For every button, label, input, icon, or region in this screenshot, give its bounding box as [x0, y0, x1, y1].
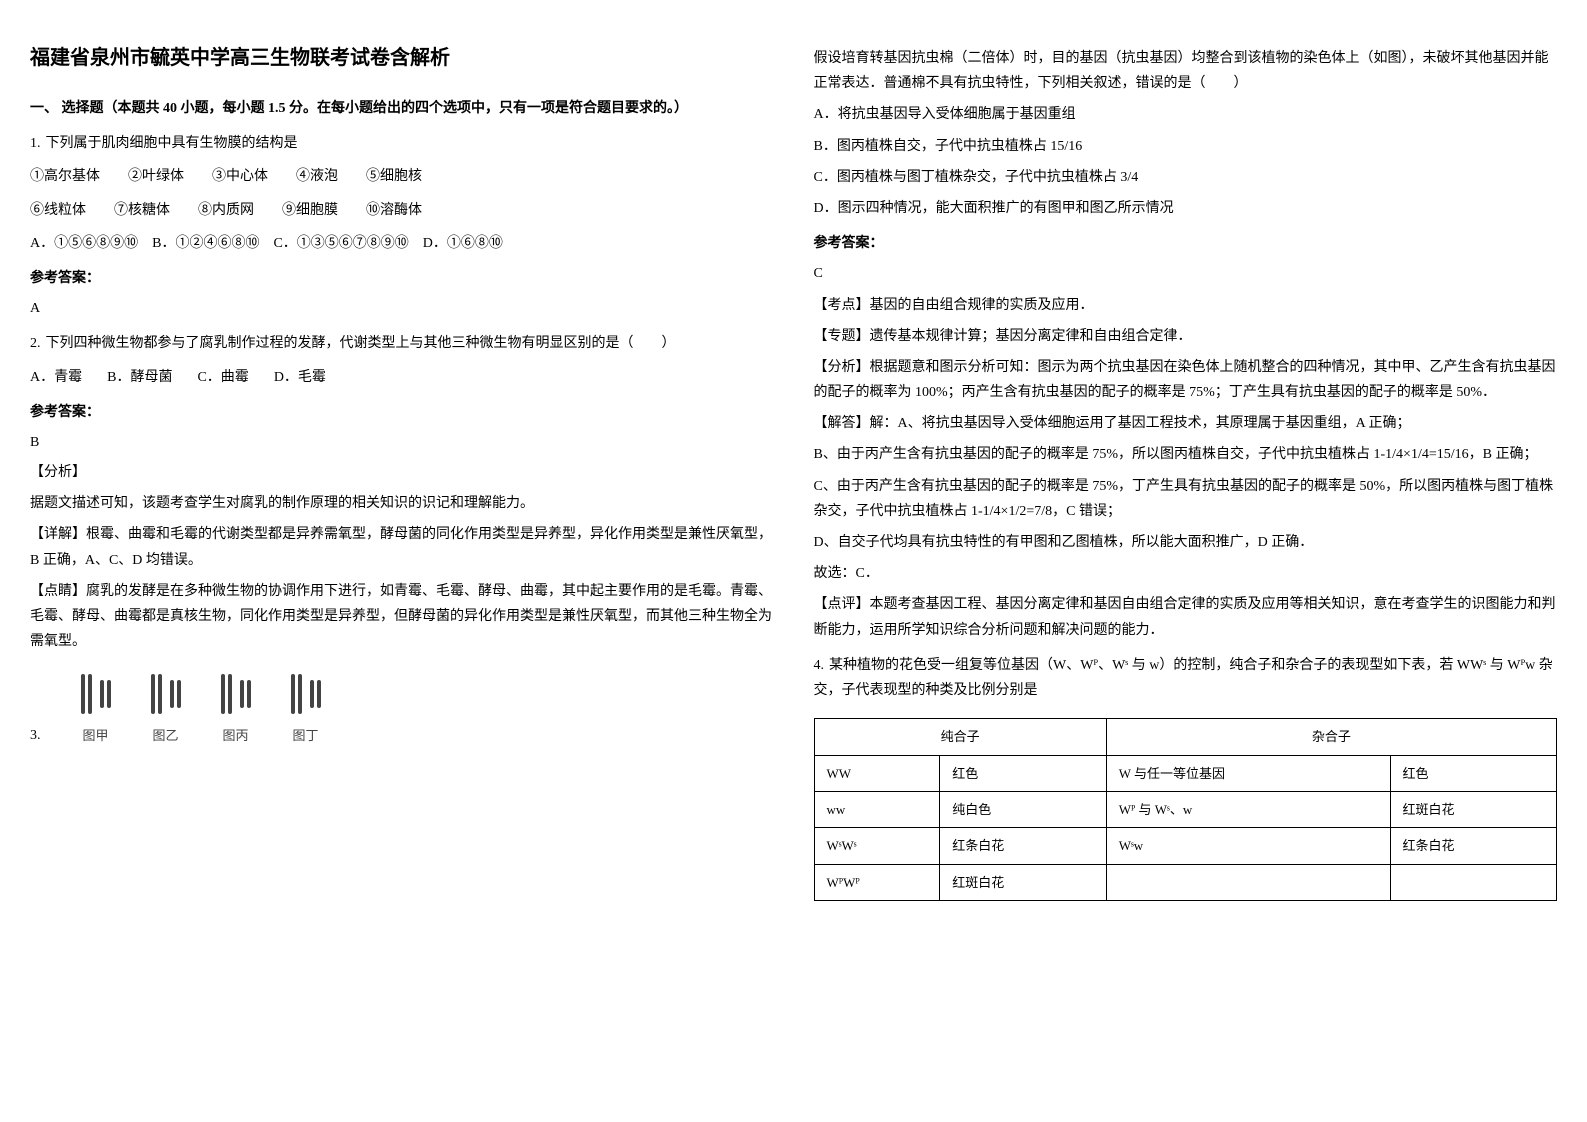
document-title: 福建省泉州市毓英中学高三生物联考试卷含解析 — [30, 40, 774, 76]
q3-guxuan: 故选：C． — [814, 561, 1558, 586]
table-row: ww 纯白色 Wᴾ 与 Wˢ、w 红斑白花 — [814, 791, 1557, 827]
q1-items2: ⑥线粒体 ⑦核糖体 ⑧内质网 ⑨细胞膜 ⑩溶酶体 — [30, 198, 774, 223]
q3-dianping: 【点评】本题考查基因工程、基因分离定律和基因自由组合定律的实质及应用等相关知识，… — [814, 592, 1558, 642]
question-4: 4.某种植物的花色受一组复等位基因（W、Wᴾ、Wˢ 与 w）的控制，纯合子和杂合… — [814, 653, 1558, 901]
section-heading: 一、 选择题（本题共 40 小题，每小题 1.5 分。在每小题给出的四个选项中，… — [30, 96, 774, 121]
q1-number: 1. — [30, 136, 41, 151]
q3-opt-d: D．图示四种情况，能大面积推广的有图甲和图乙所示情况 — [814, 196, 1558, 221]
th-pure: 纯合子 — [814, 719, 1106, 755]
question-2: 2. 下列四种微生物都参与了腐乳制作过程的发酵，代谢类型上与其他三种微生物有明显区… — [30, 331, 774, 654]
q2-options-row: A．青霉 B．酵母菌 C．曲霉 D．毛霉 — [30, 365, 774, 390]
cell: WˢWˢ — [814, 828, 940, 864]
q3-jieda-b: B、由于丙产生含有抗虫基因的配子的概率是 75%，所以图丙植株自交，子代中抗虫植… — [814, 442, 1558, 467]
q1-items1: ①高尔基体 ②叶绿体 ③中心体 ④液泡 ⑤细胞核 — [30, 164, 774, 189]
q2-opt-d: D．毛霉 — [274, 365, 326, 390]
q2-opt-c: C．曲霉 — [197, 365, 248, 390]
cell: ww — [814, 791, 940, 827]
q2-detail-label: 【详解】 — [30, 527, 86, 542]
cell: 红色 — [940, 755, 1106, 791]
table-row: WW 红色 W 与任一等位基因 红色 — [814, 755, 1557, 791]
q3-answer: C — [814, 261, 1558, 286]
q4-number: 4. — [814, 658, 825, 673]
figure-label-bing: 图丙 — [222, 724, 248, 747]
cell: Wᴾ 与 Wˢ、w — [1106, 791, 1390, 827]
q3-fenxi: 【分析】根据题意和图示分析可知：图示为两个抗虫基因在染色体上随机整合的四种情况，… — [814, 355, 1558, 405]
figure-ding: 图丁 — [286, 669, 326, 747]
q4-text: 某种植物的花色受一组复等位基因（W、Wᴾ、Wˢ 与 w）的控制，纯合子和杂合子的… — [814, 658, 1553, 698]
q2-answer: B — [30, 430, 774, 455]
right-column: 假设培育转基因抗虫棉（二倍体）时，目的基因（抗虫基因）均整合到该植物的染色体上（… — [814, 40, 1558, 916]
cell — [1106, 864, 1390, 900]
q3-number: 3. — [30, 723, 41, 748]
q3-answer-label: 参考答案： — [814, 231, 1558, 256]
q2-text: 下列四种微生物都参与了腐乳制作过程的发酵，代谢类型上与其他三种微生物有明显区别的… — [46, 336, 676, 351]
q2-opt-b: B．酵母菌 — [107, 365, 172, 390]
th-hetero: 杂合子 — [1106, 719, 1556, 755]
table-row: WᴾWᴾ 红斑白花 — [814, 864, 1557, 900]
q2-analysis-label: 【分析】 — [30, 460, 774, 485]
q1-answer: A — [30, 296, 774, 321]
cell: W 与任一等位基因 — [1106, 755, 1390, 791]
q1-options: A．①⑤⑥⑧⑨⑩ B．①②④⑥⑧⑩ C．①③⑤⑥⑦⑧⑨⑩ D．①⑥⑧⑩ — [30, 231, 774, 256]
q2-analysis-text: 据题文描述可知，该题考查学生对腐乳的制作原理的相关知识的识记和理解能力。 — [30, 491, 774, 516]
q2-answer-label: 参考答案： — [30, 400, 774, 425]
cell: 红条白花 — [940, 828, 1106, 864]
q2-note-text: 腐乳的发酵是在多种微生物的协调作用下进行，如青霉、毛霉、酵母、曲霉，其中起主要作… — [30, 584, 772, 649]
figure-yi: 图乙 — [146, 669, 186, 747]
table-row: WˢWˢ 红条白花 Wˢw 红条白花 — [814, 828, 1557, 864]
q3-jieda: 【解答】解：A、将抗虫基因导入受体细胞运用了基因工程技术，其原理属于基因重组，A… — [814, 411, 1558, 436]
cell: 红斑白花 — [1390, 791, 1557, 827]
cell: Wˢw — [1106, 828, 1390, 864]
q3-kaodian: 【考点】基因的自由组合规律的实质及应用． — [814, 293, 1558, 318]
cell: 红斑白花 — [940, 864, 1106, 900]
figure-label-ding: 图丁 — [292, 724, 318, 747]
cell: 红色 — [1390, 755, 1557, 791]
q3-opt-c: C．图丙植株与图丁植株杂交，子代中抗虫植株占 3/4 — [814, 165, 1558, 190]
figure-jia: 图甲 — [76, 669, 116, 747]
cell: 纯白色 — [940, 791, 1106, 827]
figure-label-jia: 图甲 — [82, 724, 108, 747]
figure-label-yi: 图乙 — [152, 724, 178, 747]
left-column: 福建省泉州市毓英中学高三生物联考试卷含解析 一、 选择题（本题共 40 小题，每… — [30, 40, 774, 916]
question-3-figures: 3. 图甲 图乙 图丙 — [30, 669, 774, 747]
figure-bing: 图丙 — [216, 669, 256, 747]
q2-note-label: 【点睛】 — [30, 584, 86, 599]
cell: WW — [814, 755, 940, 791]
q3-zhuanti: 【专题】遗传基本规律计算；基因分离定律和自由组合定律． — [814, 324, 1558, 349]
q2-detail-text: 根霉、曲霉和毛霉的代谢类型都是异养需氧型，酵母菌的同化作用类型是异养型，异化作用… — [30, 527, 772, 567]
q3-jieda-c: C、由于丙产生含有抗虫基因的配子的概率是 75%，丁产生具有抗虫基因的配子的概率… — [814, 474, 1558, 524]
q3-opt-b: B．图丙植株自交，子代中抗虫植株占 15/16 — [814, 134, 1558, 159]
q4-table: 纯合子 杂合子 WW 红色 W 与任一等位基因 红色 ww 纯白色 Wᴾ 与 W… — [814, 718, 1558, 901]
q3-opt-a: A．将抗虫基因导入受体细胞属于基因重组 — [814, 102, 1558, 127]
question-1: 1. 下列属于肌肉细胞中具有生物膜的结构是 ①高尔基体 ②叶绿体 ③中心体 ④液泡… — [30, 131, 774, 321]
q3-jieda-d: D、自交子代均具有抗虫特性的有甲图和乙图植株，所以能大面积推广，D 正确． — [814, 530, 1558, 555]
cell — [1390, 864, 1557, 900]
q2-number: 2. — [30, 336, 41, 351]
q3-intro: 假设培育转基因抗虫棉（二倍体）时，目的基因（抗虫基因）均整合到该植物的染色体上（… — [814, 46, 1558, 96]
q1-text: 下列属于肌肉细胞中具有生物膜的结构是 — [46, 136, 298, 151]
q2-opt-a: A．青霉 — [30, 365, 82, 390]
q1-answer-label: 参考答案： — [30, 266, 774, 291]
cell: 红条白花 — [1390, 828, 1557, 864]
cell: WᴾWᴾ — [814, 864, 940, 900]
